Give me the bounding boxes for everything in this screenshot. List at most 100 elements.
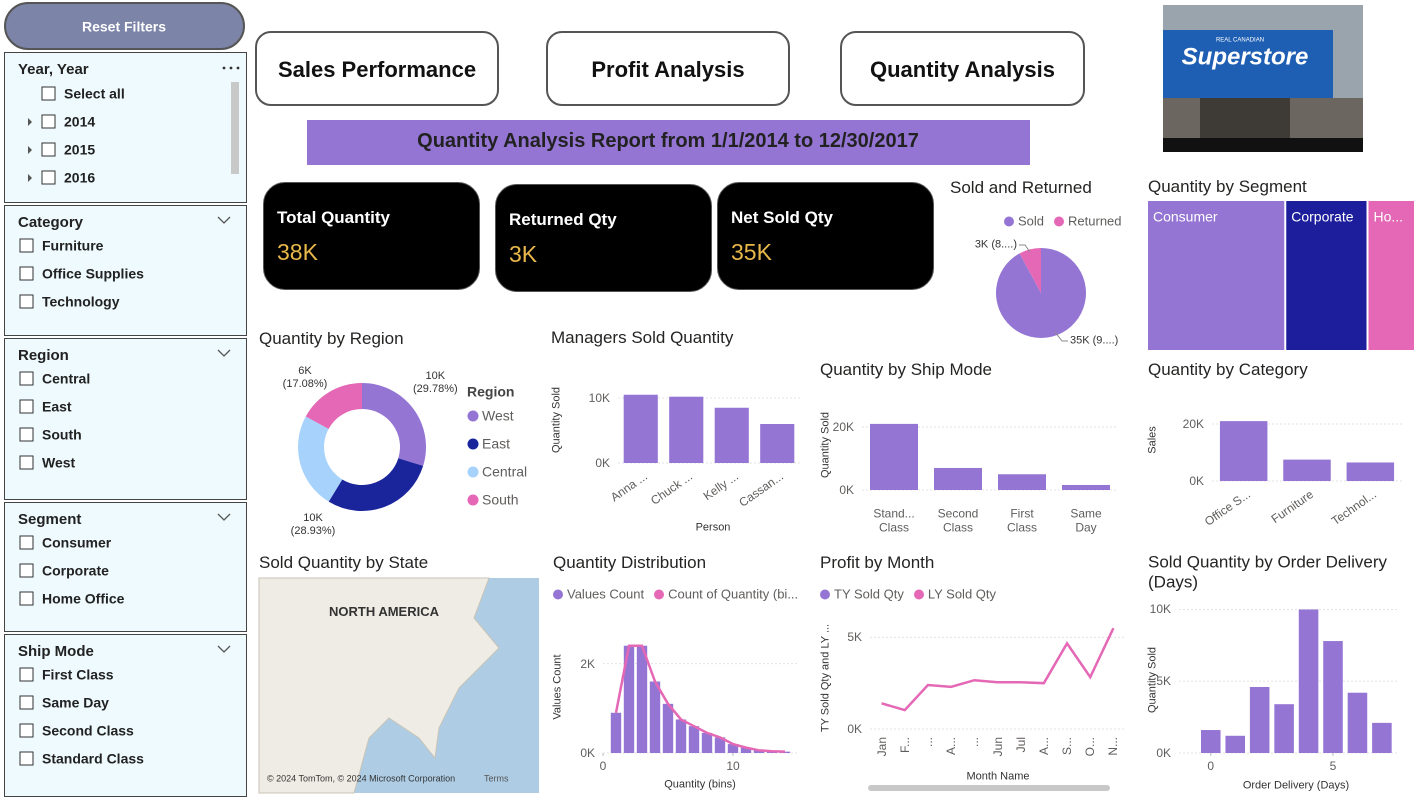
- slicer-item[interactable]: Furniture: [42, 237, 104, 254]
- bar: [610, 712, 622, 753]
- checkbox[interactable]: [19, 455, 34, 470]
- checkbox[interactable]: [19, 667, 34, 682]
- bar: [1298, 609, 1319, 753]
- series-line: [881, 627, 1115, 712]
- checkbox[interactable]: [41, 86, 56, 101]
- expand-arrow[interactable]: [28, 174, 32, 182]
- bar: [669, 396, 704, 463]
- tile-label: Corporate: [1291, 208, 1354, 225]
- checkbox[interactable]: [19, 399, 34, 414]
- treemap-tile: [1368, 201, 1414, 350]
- slicer-title: Year, Year: [18, 61, 89, 78]
- slicer-item[interactable]: Central: [42, 370, 91, 387]
- checkbox[interactable]: [19, 695, 34, 710]
- checkbox[interactable]: [19, 751, 34, 766]
- legend-label: Count of Quantity (bi...: [668, 586, 799, 602]
- more-options[interactable]: [222, 66, 226, 70]
- slicer-item[interactable]: South: [42, 426, 82, 443]
- bar: [753, 750, 765, 753]
- slicer-item[interactable]: Same Day: [42, 694, 109, 711]
- x-tick-label: A...: [943, 737, 958, 756]
- nav-button[interactable]: [255, 31, 499, 106]
- checkbox[interactable]: [19, 723, 34, 738]
- kpi-card: [495, 184, 712, 292]
- checkbox[interactable]: [19, 563, 34, 578]
- checkbox[interactable]: [41, 170, 56, 185]
- kpi-card: [717, 182, 934, 290]
- expand-arrow[interactable]: [28, 146, 32, 154]
- checkbox[interactable]: [19, 371, 34, 386]
- more-options[interactable]: [229, 66, 233, 70]
- legend-label: Returned: [1068, 213, 1122, 229]
- more-options[interactable]: [236, 66, 240, 70]
- legend-swatch: [467, 438, 479, 450]
- chart-title: Quantity by Ship Mode: [820, 359, 992, 379]
- slicer-item[interactable]: 2014: [64, 113, 96, 130]
- legend-swatch: [654, 589, 665, 599]
- slicer-panel: [4, 634, 247, 797]
- dropdown-chevron[interactable]: [217, 513, 231, 521]
- checkbox[interactable]: [19, 238, 34, 253]
- donut-slice: [305, 383, 362, 429]
- reset-button[interactable]: [4, 2, 245, 50]
- checkbox[interactable]: [19, 294, 34, 309]
- checkbox[interactable]: [19, 427, 34, 442]
- y-tick-label: 0K: [839, 482, 854, 497]
- nav-button-label[interactable]: Quantity Analysis: [869, 56, 1056, 82]
- slicer-item[interactable]: Office Supplies: [42, 265, 144, 282]
- y-axis-title: Quantity Sold: [819, 411, 832, 479]
- slicer-title: Ship Mode: [18, 643, 94, 660]
- x-axis-title: Order Delivery (Days): [1242, 779, 1350, 792]
- series-line: [614, 644, 786, 753]
- slicer-item[interactable]: Select all: [64, 85, 125, 102]
- legend-swatch: [1004, 216, 1014, 226]
- bar: [662, 703, 674, 753]
- x-tick-label: 10: [726, 758, 740, 773]
- legend-swatch: [1054, 216, 1065, 226]
- nav-button[interactable]: [546, 31, 790, 106]
- slicer-item[interactable]: 2016: [64, 169, 96, 186]
- checkbox[interactable]: [19, 591, 34, 606]
- slicer-item[interactable]: 2015: [64, 141, 96, 158]
- data-label: 3K (8....): [974, 238, 1017, 251]
- scrollbar: [231, 82, 239, 174]
- checkbox[interactable]: [41, 142, 56, 157]
- checkbox[interactable]: [19, 535, 34, 550]
- checkbox[interactable]: [19, 266, 34, 281]
- map-terms[interactable]: Terms: [484, 773, 509, 784]
- reset-button-label[interactable]: Reset Filters: [81, 18, 167, 35]
- y-axis-title: Quantity Sold: [550, 386, 563, 454]
- slicer-item[interactable]: West: [42, 454, 76, 471]
- slicer-panel: [4, 205, 247, 336]
- legend-title: Region: [467, 383, 515, 400]
- nav-button-label[interactable]: Profit Analysis: [591, 56, 745, 82]
- y-axis-title: Sales: [1146, 426, 1159, 454]
- slicer-item[interactable]: East: [42, 398, 72, 415]
- slicer-item[interactable]: Second Class: [42, 722, 134, 739]
- slicer-item[interactable]: Standard Class: [42, 750, 144, 767]
- slicer-item[interactable]: Corporate: [42, 562, 109, 579]
- slicer-item[interactable]: First Class: [42, 666, 114, 683]
- legend-label: LY Sold Qty: [927, 586, 997, 602]
- bar: [701, 732, 713, 753]
- slicer-item[interactable]: Consumer: [42, 534, 112, 551]
- x-tick-label: ...: [920, 737, 935, 748]
- slicer-item[interactable]: Technology: [42, 293, 120, 310]
- tile-label: Ho...: [1373, 208, 1404, 225]
- nav-button-label[interactable]: Sales Performance: [277, 56, 477, 82]
- dropdown-chevron[interactable]: [217, 645, 231, 653]
- x-tick-label: 0: [599, 758, 607, 773]
- nav-button[interactable]: [840, 31, 1085, 106]
- x-tick-label: N...: [1106, 737, 1121, 756]
- x-tick-label: Stand... Class: [873, 506, 915, 535]
- checkbox[interactable]: [41, 114, 56, 129]
- x-tick-label: Jul: [1013, 737, 1028, 753]
- scrollbar[interactable]: [868, 785, 1110, 791]
- dropdown-chevron[interactable]: [217, 216, 231, 224]
- dropdown-chevron[interactable]: [217, 349, 231, 357]
- slicer-item[interactable]: Home Office: [42, 590, 125, 607]
- expand-arrow[interactable]: [28, 118, 32, 126]
- bar: [934, 467, 982, 490]
